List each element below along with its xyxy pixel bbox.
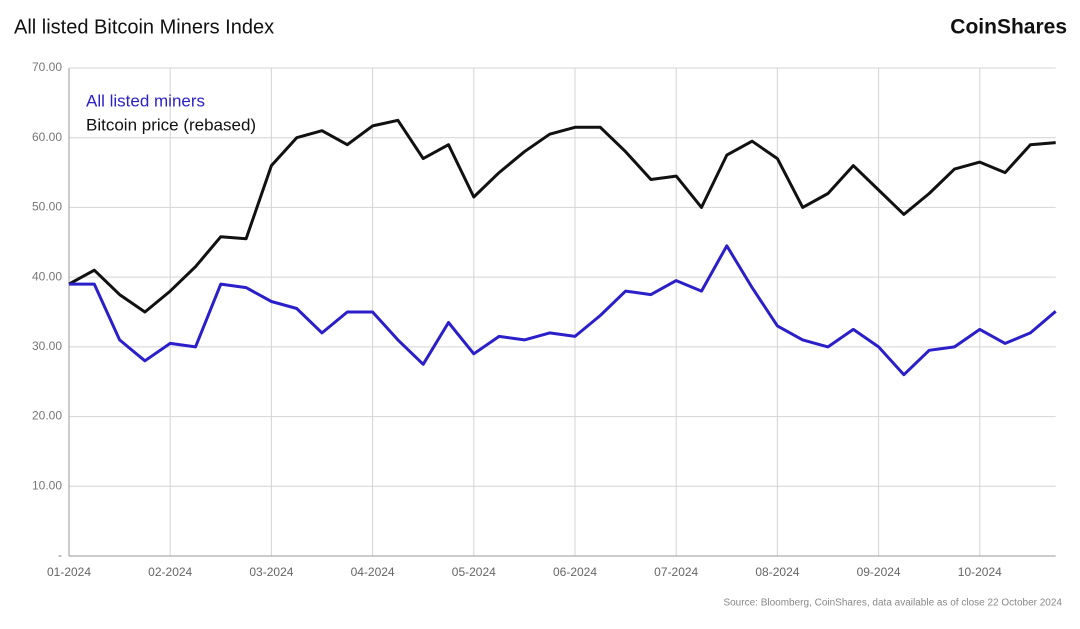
x-tick-label: 04-2024 — [351, 565, 395, 579]
y-tick-label: 10.00 — [32, 478, 62, 492]
x-tick-label: 07-2024 — [654, 565, 698, 579]
x-tick-label: 09-2024 — [857, 565, 901, 579]
y-tick-label: 60.00 — [32, 130, 62, 144]
series-line — [69, 244, 1057, 377]
y-tick-label: 30.00 — [32, 339, 62, 353]
x-tick-label: 05-2024 — [452, 565, 496, 579]
y-tick-label: 70.00 — [32, 60, 62, 74]
x-tick-label: 10-2024 — [958, 565, 1002, 579]
brand-logo: CoinShares — [950, 16, 1067, 39]
x-tick-label: 08-2024 — [755, 565, 799, 579]
x-tick-label: 06-2024 — [553, 565, 597, 579]
y-tick-label: - — [58, 548, 62, 562]
y-tick-label: 50.00 — [32, 200, 62, 214]
y-tick-label: 20.00 — [32, 409, 62, 423]
source-note: Source: Bloomberg, CoinShares, data avai… — [723, 598, 1062, 609]
legend-label: Bitcoin price (rebased) — [86, 115, 256, 134]
chart-title: All listed Bitcoin Miners Index — [14, 16, 274, 38]
x-tick-label: 03-2024 — [249, 565, 293, 579]
legend-label: All listed miners — [86, 91, 205, 110]
x-tick-label: 02-2024 — [148, 565, 192, 579]
series-line — [68, 118, 1056, 314]
y-tick-label: 40.00 — [32, 269, 62, 283]
x-tick-label: 01-2024 — [47, 565, 91, 579]
